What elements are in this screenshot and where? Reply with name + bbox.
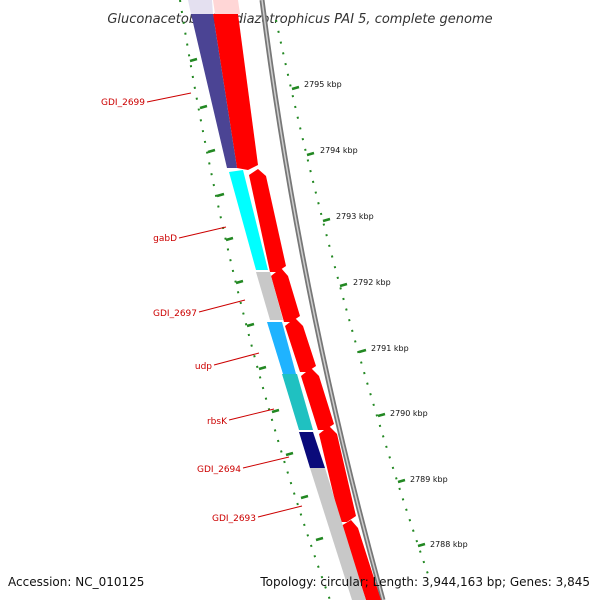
gene-label-gabd[interactable]: gabD xyxy=(153,234,177,244)
inner-major-tick xyxy=(235,279,244,285)
forward-strand-fade xyxy=(213,0,240,14)
inner-major-tick xyxy=(300,494,309,500)
forward-feature-4 xyxy=(285,318,316,372)
backbone-inner-line xyxy=(261,0,384,600)
scale-label: 2792 kbp xyxy=(353,278,391,287)
inner-major-tick xyxy=(271,408,280,414)
map-title: Gluconacetobacter diazotrophicus PAI 5, … xyxy=(107,12,492,27)
forward-feature-1 xyxy=(213,14,258,170)
inner-major-tick xyxy=(258,365,267,371)
inner-major-tick xyxy=(315,536,324,542)
scale-tick xyxy=(377,412,386,418)
backbone xyxy=(259,0,386,600)
forward-feature-3 xyxy=(271,268,300,322)
inner-major-tick xyxy=(246,322,255,328)
scale-tick xyxy=(339,282,348,288)
gene-block-gabd[interactable] xyxy=(229,170,268,270)
forward-feature-6 xyxy=(319,426,356,522)
gene-block-gdi-2693[interactable] xyxy=(310,468,366,600)
gene-label-gdi-2699[interactable]: GDI_2699 xyxy=(101,98,145,108)
scale-label: 2788 kbp xyxy=(430,540,468,549)
inner-major-tick xyxy=(207,148,216,154)
reverse-strand-features xyxy=(191,14,366,600)
forward-strand-features xyxy=(213,14,381,600)
top-fade xyxy=(188,0,240,14)
gene-block-gdi-2697[interactable] xyxy=(256,272,283,320)
scale-tick xyxy=(291,85,300,91)
inner-major-tick xyxy=(216,192,225,198)
scale-label: 2793 kbp xyxy=(336,212,374,221)
forward-feature-5 xyxy=(301,368,334,430)
callout-line-gdi-2693 xyxy=(257,505,303,518)
reverse-strand-fade xyxy=(188,0,213,14)
gene-label-gdi-2693[interactable]: GDI_2693 xyxy=(212,514,256,524)
outer-scale-ring xyxy=(275,19,431,581)
scale-tick xyxy=(417,542,426,548)
scale-tick xyxy=(397,478,406,484)
gene-block-rbsk[interactable] xyxy=(282,374,313,430)
gene-label-gdi-2694[interactable]: GDI_2694 xyxy=(197,465,241,475)
inner-major-tick xyxy=(199,104,208,110)
gene-label-gdi-2697[interactable]: GDI_2697 xyxy=(153,309,197,319)
callout-line-gabd xyxy=(178,226,227,239)
scale-label: 2789 kbp xyxy=(410,475,448,484)
scale-tick xyxy=(358,348,367,354)
callout-line-gdi-2697 xyxy=(198,299,246,313)
forward-feature-2 xyxy=(249,169,286,272)
callout-line-udp xyxy=(213,352,260,366)
gene-block-udp[interactable] xyxy=(267,322,296,374)
gene-labels: GDI_2699 gabD GDI_2697 udp rbsK GDI_2694… xyxy=(101,98,256,524)
scale-label: 2790 kbp xyxy=(390,409,428,418)
genome-summary-text: Topology: circular; Length: 3,944,163 bp… xyxy=(259,575,590,589)
inner-major-tick xyxy=(189,57,198,63)
scale-label: 2795 kbp xyxy=(304,80,342,89)
forward-feature-7 xyxy=(341,520,381,600)
outer-major-ticks xyxy=(291,85,426,548)
gene-block-gdi-2699[interactable] xyxy=(191,14,237,168)
accession-text: Accession: NC_010125 xyxy=(8,575,144,589)
callout-line-gdi-2699 xyxy=(146,92,192,103)
inner-major-tick xyxy=(225,236,234,242)
callout-line-gdi-2694 xyxy=(242,456,290,469)
gene-label-udp[interactable]: udp xyxy=(195,362,212,372)
scale-label: 2794 kbp xyxy=(320,146,358,155)
inner-major-ticks xyxy=(189,57,324,542)
inner-major-tick xyxy=(285,451,294,457)
scale-tick xyxy=(306,151,315,157)
gene-block-gdi-2694[interactable] xyxy=(299,432,325,468)
scale-label: 2791 kbp xyxy=(371,344,409,353)
scale-labels: 2795 kbp 2794 kbp 2793 kbp 2792 kbp 2791… xyxy=(304,80,468,549)
callout-line-rbsk xyxy=(228,408,275,421)
gene-label-rbsk[interactable]: rbsK xyxy=(207,417,228,427)
scale-tick xyxy=(322,217,331,223)
gene-callout-lines xyxy=(146,92,303,518)
